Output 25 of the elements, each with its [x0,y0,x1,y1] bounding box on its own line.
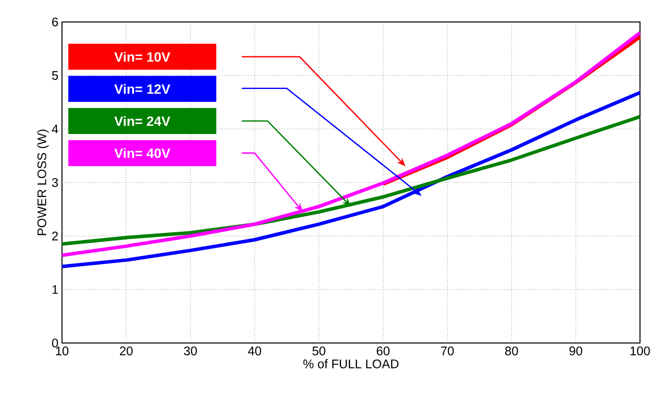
text: Vin= 12V [114,84,170,94]
x-tick-label: 90 [569,346,582,356]
x-tick-label: 30 [184,346,197,356]
x-axis-title: % of FULL LOAD [303,359,398,368]
x-tick-label: 60 [376,346,390,356]
line-series [60,30,642,258]
x-tick-label: 50 [312,346,326,356]
y-tick-label: 6 [52,18,58,26]
x-tick-label: 80 [505,346,518,356]
x-tick-label: 10 [56,346,68,356]
y-tick-label: 3 [52,178,58,187]
line-series [60,114,642,246]
text: Vin= 40V [114,148,170,158]
y-tick-label: 5 [52,71,58,80]
x-tick-label: 40 [248,346,262,356]
text: Vin= 24V [114,116,170,126]
y-tick-label: 2 [52,232,58,240]
y-tick-label: 1 [52,285,58,294]
text: Vin= 10V [114,52,170,62]
x-tick-label: 70 [441,346,454,356]
y-tick-label: 0 [52,338,58,348]
y-tick-label: 4 [52,124,58,134]
x-tick-label: 100 [630,346,650,356]
x-tick-label: 20 [120,346,133,356]
y-axis-title: POWER LOSS (W) [37,130,49,236]
